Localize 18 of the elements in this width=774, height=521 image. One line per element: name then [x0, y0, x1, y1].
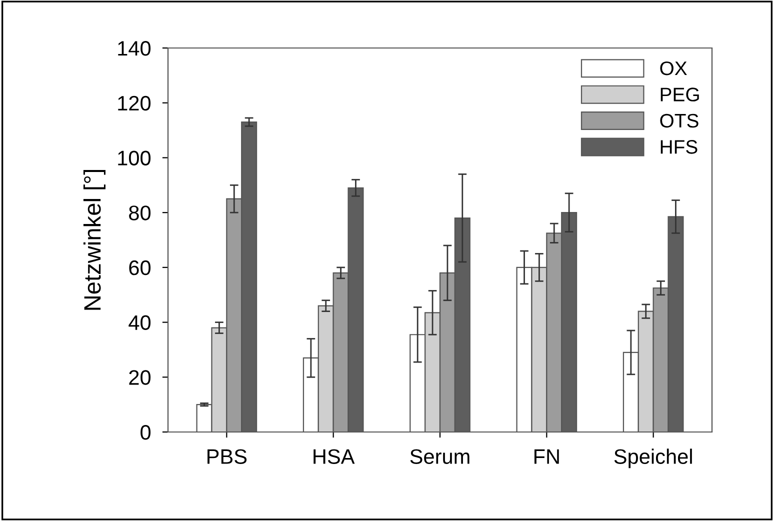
- y-tick-label: 0: [140, 425, 151, 440]
- y-tick-label: 60: [129, 260, 151, 276]
- legend-label: PEG: [660, 88, 699, 102]
- x-tick-label: HSA: [314, 449, 355, 464]
- legend-label: OTS: [660, 114, 698, 128]
- x-tick-label: PBS: [208, 449, 247, 464]
- legend-label: OX: [660, 61, 687, 76]
- x-tick-label: Speichel: [614, 448, 692, 468]
- y-tick-label: 120: [118, 96, 151, 111]
- x-tick-label: FN: [534, 449, 559, 464]
- y-tick-label: 100: [118, 150, 151, 166]
- y-axis-title: Netzwinkel [°]: [83, 170, 106, 310]
- y-tick-label: 80: [129, 206, 151, 220]
- legend-label: HFS: [660, 140, 698, 154]
- y-tick-label: 40: [128, 315, 151, 330]
- y-tick-label: 140: [118, 41, 151, 56]
- x-tick-label: Serum: [410, 449, 470, 464]
- y-tick-label: 20: [129, 370, 151, 385]
